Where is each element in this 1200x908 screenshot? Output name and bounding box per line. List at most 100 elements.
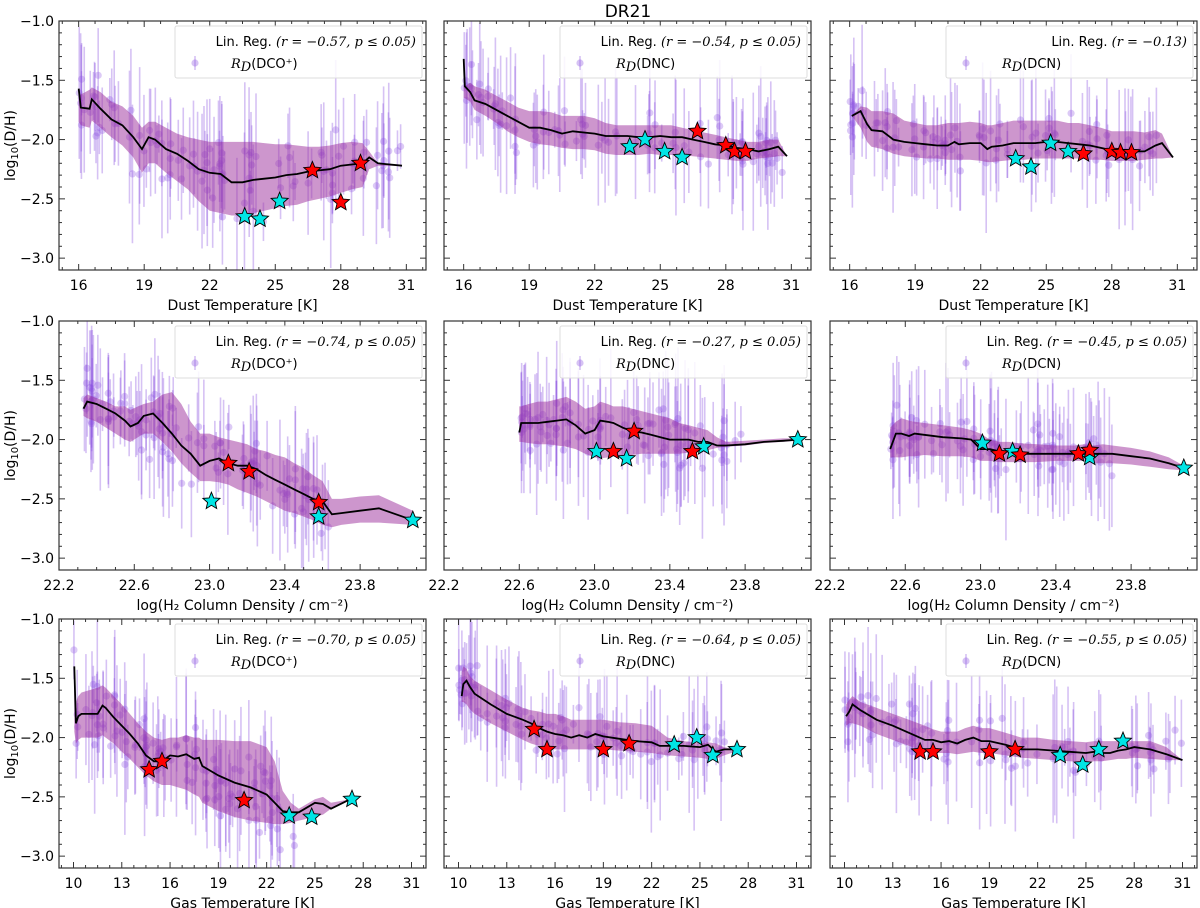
axes-frame — [829, 320, 1198, 571]
x-tick-label: 10 — [65, 876, 83, 892]
data-point — [1034, 420, 1042, 428]
data-point — [755, 129, 763, 137]
data-point — [158, 448, 167, 456]
legend-entry-species: RD(DNC) — [615, 357, 675, 375]
running-median-line — [77, 88, 403, 184]
star-marker-red — [1073, 143, 1094, 163]
data-point — [911, 704, 919, 713]
data-point — [757, 132, 765, 141]
star-marker-red — [309, 492, 329, 511]
data-point — [677, 461, 685, 469]
data-point — [723, 457, 731, 465]
star-marker-cyan — [1021, 156, 1041, 176]
x-axis-label: Dust Temperature [K] — [552, 298, 702, 314]
star-marker-cyan — [703, 745, 723, 764]
y-tick-label: −3.0 — [20, 251, 54, 267]
confidence-band — [83, 392, 413, 528]
y-tick-label: −3.0 — [20, 551, 54, 567]
panel-column-dcn: 22.2 22.6 23.0 23.4 23.8 log(H₂ Column Densit… — [814, 320, 1198, 614]
data-point — [849, 119, 857, 127]
x-tick-label: 13 — [884, 876, 902, 892]
data-point — [844, 738, 852, 746]
x-tick-label: 31 — [1168, 278, 1186, 294]
data-point — [384, 168, 393, 176]
x-tick-label: 16 — [70, 278, 88, 294]
data-point — [940, 755, 948, 763]
data-point — [87, 420, 96, 428]
data-point — [121, 392, 129, 401]
x-axis-label: log(H₂ Column Density / cm⁻²) — [907, 598, 1119, 614]
data-point — [704, 160, 713, 168]
x-axis-label: Gas Temperature [K] — [941, 896, 1085, 908]
y-tick-label: −1.5 — [20, 73, 54, 89]
data-point — [841, 696, 849, 704]
x-axis-label: log(H₂ Column Density / cm⁻²) — [136, 598, 348, 614]
x-tick-label: 22 — [643, 876, 661, 892]
data-point — [846, 97, 854, 106]
star-marker-red — [979, 741, 1000, 761]
star-marker-red — [619, 733, 639, 752]
data-point — [986, 757, 995, 765]
legend-entry-species: RD(DCN) — [1001, 655, 1061, 673]
x-tick-label: 19 — [209, 876, 227, 892]
y-tick-label: −1.0 — [20, 314, 54, 330]
data-point — [637, 750, 645, 758]
x-tick-label: 23.8 — [1116, 578, 1147, 594]
data-point — [88, 387, 96, 395]
legend-entry-regression: Lin. Reg. (r = −0.57, p ≤ 0.05) — [216, 35, 416, 50]
data-point — [168, 457, 177, 465]
data-point — [1105, 161, 1113, 169]
data-point — [908, 413, 916, 422]
x-tick-label: 22.6 — [890, 578, 921, 594]
legend-entry-species: RD(DCO⁺) — [230, 357, 298, 375]
x-tick-label: 23.0 — [579, 578, 610, 594]
data-point — [216, 812, 225, 820]
x-tick-label: 22.6 — [119, 578, 150, 594]
data-point — [716, 122, 724, 130]
x-tick-label: 23.8 — [345, 578, 376, 594]
data-point — [121, 760, 129, 769]
data-point — [159, 443, 168, 452]
data-point — [720, 451, 728, 459]
y-tick-label: −2.0 — [20, 433, 54, 449]
data-point — [94, 381, 102, 389]
data-point — [646, 109, 654, 117]
data-point — [945, 716, 953, 724]
data-point — [146, 455, 154, 463]
data-point — [1108, 472, 1116, 480]
data-point — [1049, 465, 1057, 473]
data-point — [86, 383, 94, 392]
data-point — [218, 213, 227, 221]
data-point — [849, 101, 858, 109]
y-axis-label: log10(D/H) — [3, 110, 21, 181]
x-tick-label: 13 — [113, 876, 131, 892]
legend-entry-regression: Lin. Reg. (r = −0.45, p ≤ 0.05) — [987, 335, 1187, 350]
data-point — [1007, 764, 1016, 772]
data-point — [158, 175, 166, 183]
plot-area — [887, 356, 1194, 541]
star-marker-cyan — [269, 191, 290, 210]
confidence-band — [78, 87, 402, 216]
star-marker-cyan — [403, 510, 423, 529]
data-point — [466, 662, 474, 670]
data-point — [1049, 429, 1057, 437]
x-tick-label: 22 — [972, 278, 990, 294]
x-tick-label: 28 — [717, 278, 735, 294]
x-tick-label: 28 — [739, 876, 757, 892]
data-point — [956, 167, 964, 175]
star-marker-cyan — [250, 208, 270, 228]
x-tick-label: 31 — [397, 278, 415, 294]
data-point — [151, 390, 159, 398]
y-tick-label: −2.0 — [20, 731, 54, 747]
data-point — [655, 406, 663, 414]
confidence-band — [519, 396, 798, 459]
star-marker-cyan — [1058, 141, 1078, 160]
data-point — [94, 129, 102, 137]
data-point — [289, 832, 297, 841]
data-point — [703, 723, 711, 731]
x-axis-label: Dust Temperature [K] — [167, 298, 317, 314]
x-tick-label: 13 — [498, 876, 516, 892]
y-tick-label: −2.5 — [20, 790, 54, 806]
data-point — [718, 456, 726, 464]
data-point — [473, 662, 481, 670]
